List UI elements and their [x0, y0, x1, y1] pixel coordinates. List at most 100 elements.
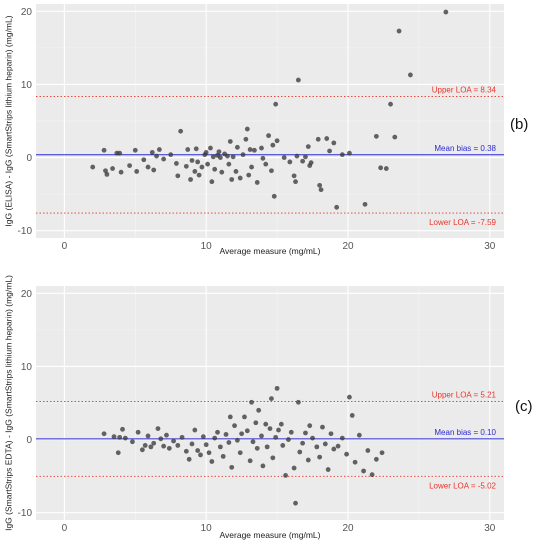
- data-point: [260, 155, 266, 161]
- data-point: [188, 177, 193, 182]
- data-point: [305, 457, 311, 463]
- data-point: [192, 169, 198, 174]
- x-tick-label: 30: [484, 241, 496, 252]
- data-point: [256, 407, 262, 413]
- data-point: [244, 428, 250, 434]
- data-point: [104, 171, 110, 177]
- x-tick-label: 30: [484, 523, 496, 534]
- y-tick-label: 0: [26, 435, 32, 446]
- data-point: [227, 139, 233, 144]
- data-point: [271, 193, 277, 199]
- data-point: [145, 433, 151, 439]
- data-point: [305, 144, 311, 149]
- data-point: [148, 444, 154, 450]
- data-point: [145, 164, 151, 170]
- data-point: [317, 454, 323, 460]
- data-point: [335, 443, 341, 449]
- y-tick-label: 20: [21, 289, 33, 300]
- data-point: [208, 145, 213, 151]
- data-point: [300, 440, 306, 446]
- data-point: [291, 173, 297, 179]
- data-point: [178, 128, 184, 134]
- data-point: [132, 147, 138, 153]
- data-point: [347, 150, 352, 156]
- y-axis-label: IgG (ELISA) - IgG (SmartStrips lithium h…: [3, 15, 13, 226]
- data-point: [230, 154, 236, 160]
- data-point: [291, 465, 297, 471]
- data-point: [249, 399, 254, 405]
- data-point: [315, 136, 321, 142]
- data-point: [378, 165, 384, 171]
- data-point: [233, 169, 239, 174]
- data-point: [192, 427, 198, 433]
- data-point: [175, 443, 181, 448]
- y-axis-label: IgG (SmartStrips EDTA) - IgG (SmartStrip…: [3, 275, 13, 531]
- data-point: [198, 452, 203, 458]
- y-tick-label: 20: [21, 7, 33, 18]
- data-point: [347, 394, 352, 400]
- data-point: [339, 435, 345, 441]
- data-point: [269, 396, 274, 402]
- data-point: [242, 414, 247, 420]
- data-point: [175, 173, 181, 179]
- data-point: [193, 146, 199, 152]
- data-point: [179, 434, 185, 440]
- data-point: [287, 159, 293, 165]
- data-point: [379, 450, 385, 456]
- data-point: [344, 451, 349, 457]
- data-point: [174, 161, 179, 166]
- data-point: [90, 164, 96, 170]
- data-point: [158, 436, 164, 442]
- data-point: [278, 421, 284, 427]
- data-point: [237, 450, 243, 456]
- data-point: [209, 459, 215, 464]
- data-point: [166, 445, 172, 451]
- data-point: [320, 424, 325, 430]
- data-point: [274, 385, 280, 391]
- data-point: [142, 443, 148, 448]
- data-point: [356, 432, 362, 438]
- data-point: [331, 446, 337, 452]
- data-point: [264, 444, 270, 450]
- x-tick-label: 0: [62, 241, 68, 252]
- data-point: [322, 441, 328, 447]
- data-point: [373, 456, 379, 462]
- data-point: [349, 413, 355, 418]
- data-point: [117, 150, 123, 156]
- data-point: [237, 175, 243, 181]
- data-point: [270, 455, 276, 461]
- data-point: [276, 427, 281, 433]
- data-point: [324, 136, 330, 141]
- line-annotation: Mean bias = 0.10: [434, 428, 496, 437]
- data-point: [164, 432, 169, 438]
- data-point: [216, 149, 222, 155]
- data-point: [392, 134, 398, 140]
- data-point: [171, 438, 176, 444]
- y-tick-label: 10: [21, 80, 33, 91]
- data-point: [120, 426, 125, 432]
- data-point: [373, 133, 379, 139]
- data-point: [314, 444, 320, 450]
- data-point: [239, 431, 245, 437]
- x-tick-label: 20: [342, 523, 354, 534]
- data-point: [396, 28, 402, 34]
- line-annotation: Mean bias = 0.38: [434, 144, 496, 153]
- data-point: [232, 423, 237, 429]
- data-point: [297, 449, 303, 455]
- data-point: [212, 435, 218, 441]
- data-point: [151, 167, 157, 173]
- data-point: [443, 9, 449, 15]
- data-point: [154, 153, 159, 159]
- data-point: [361, 468, 366, 474]
- data-point: [253, 420, 259, 426]
- data-point: [408, 72, 413, 78]
- data-point: [209, 179, 215, 185]
- x-tick-label: 10: [201, 241, 213, 252]
- data-point: [286, 437, 291, 442]
- data-point: [246, 172, 252, 178]
- data-point: [122, 435, 128, 441]
- data-point: [115, 450, 121, 456]
- data-point: [249, 164, 254, 170]
- line-annotation: Lower LOA = -5.02: [429, 481, 496, 490]
- data-point: [210, 154, 216, 160]
